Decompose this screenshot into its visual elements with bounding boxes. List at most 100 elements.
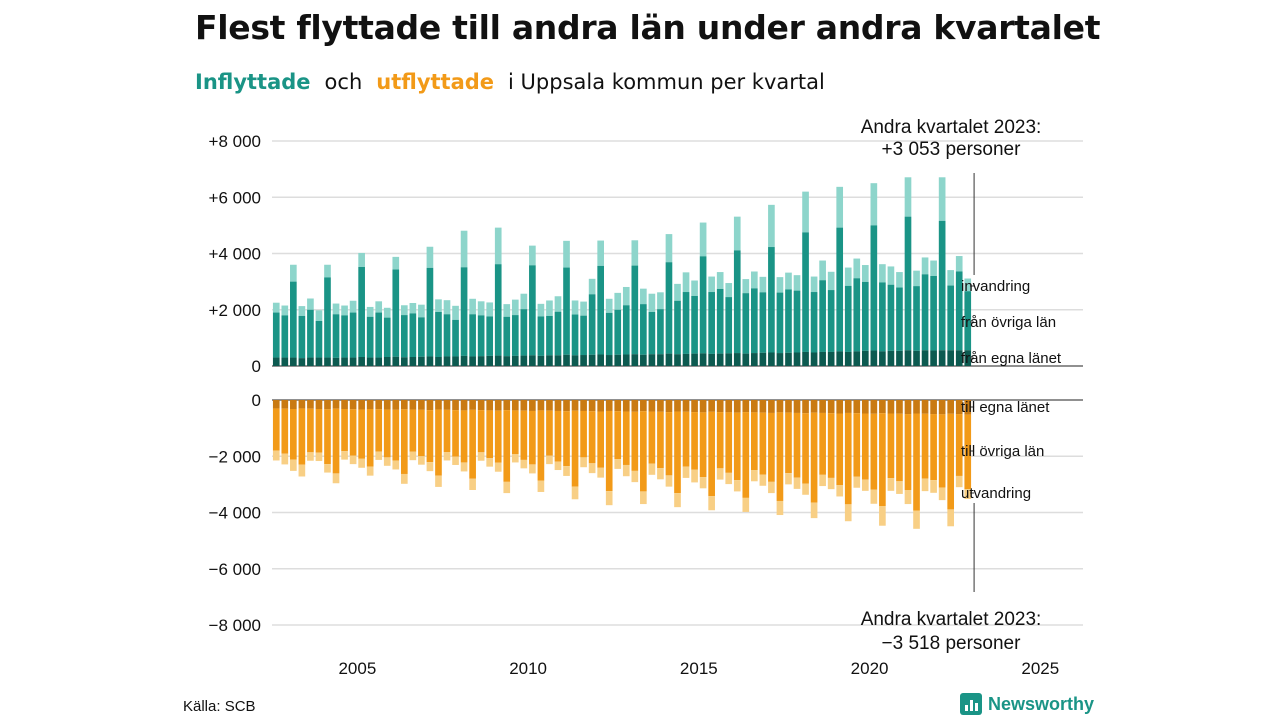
bar-out-utvandring (631, 470, 639, 483)
bar-out-ovriga-lan (708, 411, 715, 497)
bar-in-ovriga-lan (921, 274, 929, 351)
bar-out-utvandring (281, 453, 289, 465)
bar-out-egna-lanet (477, 400, 485, 411)
bar-out-egna-lanet (511, 400, 519, 411)
bar-out-egna-lanet (597, 400, 604, 412)
bar-out-egna-lanet (896, 400, 903, 414)
bar-in-ovriga-lan (520, 309, 528, 356)
bar-out-egna-lanet (648, 400, 656, 412)
bar-in-ovriga-lan (503, 316, 511, 357)
bar-in-ovriga-lan (657, 309, 664, 355)
bar-in-ovriga-lan (298, 315, 306, 359)
bar-in-invandring (307, 298, 314, 310)
y-tick-label-bottom: −8 000 (209, 616, 261, 635)
bar-in-ovriga-lan (802, 232, 809, 352)
bar-in-ovriga-lan (324, 277, 331, 358)
bar-in-egna-lanet (836, 351, 844, 366)
bar-out-utvandring (682, 466, 690, 478)
bar-in-ovriga-lan (332, 314, 340, 358)
bar-out-utvandring (272, 450, 280, 461)
bar-out-egna-lanet (324, 400, 331, 410)
bar-out-egna-lanet (580, 400, 587, 411)
bar-out-ovriga-lan (665, 412, 673, 476)
bar-out-egna-lanet (751, 400, 758, 413)
bar-out-utvandring (409, 451, 417, 461)
bar-in-ovriga-lan (887, 284, 895, 351)
bar-out-ovriga-lan (580, 410, 587, 458)
bar-in-egna-lanet (375, 357, 383, 366)
bar-out-ovriga-lan (392, 409, 400, 461)
y-tick-label-bottom: −2 000 (209, 447, 261, 466)
bar-in-egna-lanet (324, 357, 331, 366)
bar-out-ovriga-lan (307, 408, 314, 453)
bar-in-ovriga-lan (443, 314, 451, 357)
bar-out-ovriga-lan (648, 411, 656, 464)
bar-out-egna-lanet (921, 400, 929, 414)
bar-in-ovriga-lan (571, 314, 579, 356)
bar-out-ovriga-lan (930, 414, 937, 481)
bar-in-invandring (392, 256, 400, 270)
bar-in-ovriga-lan (879, 282, 886, 352)
bar-out-egna-lanet (349, 400, 357, 410)
bar-out-ovriga-lan (853, 413, 861, 477)
bar-in-ovriga-lan (964, 291, 972, 351)
bar-out-egna-lanet (358, 400, 365, 410)
bar-in-egna-lanet (537, 355, 545, 366)
bar-out-egna-lanet (435, 400, 442, 410)
bar-in-egna-lanet (443, 356, 451, 366)
bar-in-egna-lanet (716, 353, 724, 366)
bar-in-invandring (341, 305, 348, 316)
bar-out-egna-lanet (443, 400, 451, 410)
bar-in-ovriga-lan (349, 312, 357, 358)
bar-in-invandring (785, 272, 792, 290)
bar-out-egna-lanet (588, 400, 596, 412)
bar-in-ovriga-lan (281, 315, 289, 358)
bar-in-ovriga-lan (460, 267, 468, 356)
bar-in-invandring (870, 183, 878, 226)
y-tick-label-bottom: 0 (252, 391, 261, 410)
bar-in-invandring (614, 292, 622, 310)
bar-in-invandring (776, 277, 784, 293)
bar-in-ovriga-lan (605, 312, 613, 356)
bar-in-ovriga-lan (622, 305, 630, 355)
bar-out-egna-lanet (460, 400, 468, 411)
y-tick-label-top: 0 (252, 357, 261, 376)
bar-out-ovriga-lan (460, 410, 468, 463)
bar-in-egna-lanet (580, 355, 587, 366)
bar-out-ovriga-lan (349, 409, 357, 456)
bar-in-invandring (443, 300, 451, 315)
bar-out-utvandring (324, 464, 331, 473)
bar-in-invandring (930, 260, 937, 276)
bar-out-ovriga-lan (827, 413, 835, 478)
bar-in-ovriga-lan (366, 316, 374, 358)
bar-in-egna-lanet (494, 355, 502, 366)
bar-out-ovriga-lan (290, 409, 297, 460)
bar-in-egna-lanet (819, 351, 826, 366)
bar-out-utvandring (691, 469, 698, 483)
bar-in-ovriga-lan (486, 316, 494, 356)
bar-out-egna-lanet (861, 400, 869, 414)
bar-in-egna-lanet (622, 354, 630, 366)
bar-out-egna-lanet (622, 400, 630, 412)
bar-in-egna-lanet (691, 353, 698, 366)
bar-in-invandring (691, 280, 698, 296)
bar-out-ovriga-lan (426, 410, 434, 463)
bar-in-egna-lanet (358, 357, 365, 366)
bar-in-invandring (605, 298, 613, 313)
bar-out-utvandring (793, 477, 801, 489)
bar-out-utvandring (605, 491, 613, 506)
bar-in-ovriga-lan (691, 295, 698, 354)
bar-out-egna-lanet (332, 400, 340, 409)
bar-in-invandring (631, 240, 639, 266)
bar-out-egna-lanet (802, 400, 809, 414)
bar-out-ovriga-lan (315, 409, 323, 453)
bar-out-egna-lanet (486, 400, 494, 411)
bar-out-egna-lanet (503, 400, 511, 411)
bar-in-invandring (452, 305, 459, 320)
bar-out-ovriga-lan (332, 408, 340, 474)
bar-in-egna-lanet (332, 357, 340, 366)
bar-in-invandring (400, 305, 408, 316)
bar-in-invandring (896, 272, 903, 288)
bar-out-ovriga-lan (913, 413, 920, 511)
bar-out-ovriga-lan (375, 409, 383, 452)
